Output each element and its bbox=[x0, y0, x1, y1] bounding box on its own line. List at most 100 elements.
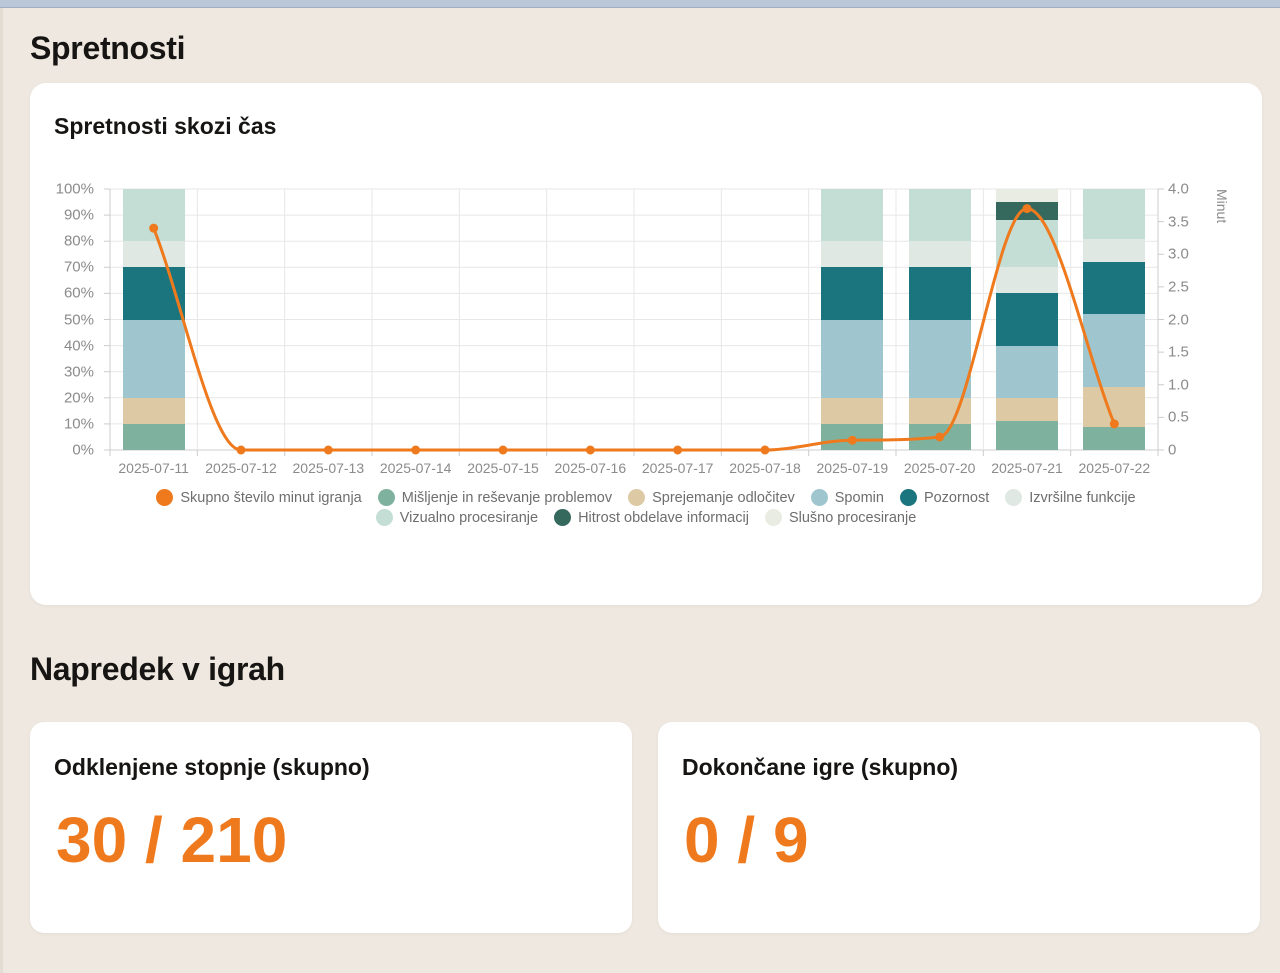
bars-layer bbox=[110, 189, 1158, 450]
y-axis-left-tick: 90% bbox=[63, 206, 94, 224]
y-axis-right-tick: 3.0 bbox=[1168, 245, 1189, 263]
y-axis-left-tick: 0% bbox=[72, 441, 94, 459]
legend-label: Vizualno procesiranje bbox=[399, 509, 539, 526]
bar-segment bbox=[996, 397, 1058, 422]
bar-segment bbox=[122, 319, 185, 398]
y-axis-left-tick: 40% bbox=[63, 337, 94, 355]
y-axis-left-tick: 20% bbox=[63, 389, 94, 407]
legend-swatch-icon bbox=[899, 489, 917, 506]
x-axis-tick: 2025-07-16 bbox=[554, 460, 627, 476]
plot-area[interactable] bbox=[104, 188, 1164, 456]
y-axis-left-tick: 30% bbox=[63, 363, 94, 381]
x-axis-tick: 2025-07-20 bbox=[903, 460, 976, 476]
legend-row: Skupno število minut igranja Mišljenje in… bbox=[156, 489, 1136, 506]
chart-legend: Skupno število minut igranja Mišljenje in… bbox=[30, 489, 1262, 526]
stat-label: Dokončane igre (skupno) bbox=[682, 754, 959, 780]
legend-item: Mišljenje in reševanje problemov bbox=[377, 489, 613, 506]
section-title-games-progress: Napredek v igrah bbox=[30, 651, 285, 687]
stat-label: Odklenjene stopnje (skupno) bbox=[54, 754, 370, 780]
y-axis-right-tick: 2.5 bbox=[1168, 278, 1189, 296]
bar-segment bbox=[1083, 314, 1146, 388]
line-data-point bbox=[411, 445, 421, 455]
legend-item: Skupno število minut igranja bbox=[156, 489, 362, 506]
x-axis-tick: 2025-07-19 bbox=[816, 460, 889, 476]
bar-segment bbox=[821, 397, 884, 424]
legend-label: Sprejemanje odločitev bbox=[652, 489, 795, 506]
bar-segment bbox=[821, 319, 884, 398]
y-axis-left-tick: 10% bbox=[63, 415, 94, 433]
x-axis-tick: 2025-07-13 bbox=[292, 460, 365, 476]
bar-segment bbox=[821, 241, 884, 268]
window-top-strip bbox=[0, 0, 1280, 8]
bar-segment bbox=[1083, 426, 1146, 450]
line-data-point bbox=[323, 445, 333, 455]
line-data-point bbox=[585, 445, 595, 455]
bar-segment bbox=[908, 319, 971, 398]
y-axis-right-minutes: 0 0.5 1.0 1.5 2.0 2.5 3.0 3.5 4.0 bbox=[1168, 181, 1210, 459]
y-axis-right-tick: 1.0 bbox=[1168, 376, 1189, 394]
bar-segment bbox=[1083, 189, 1146, 239]
x-axis-tick: 2025-07-17 bbox=[641, 460, 714, 476]
x-axis-tick: 2025-07-12 bbox=[205, 460, 277, 476]
line-data-point bbox=[498, 445, 508, 455]
legend-row: Vizualno procesiranje Hitrost obdelave in… bbox=[375, 509, 917, 526]
x-axis-tick: 2025-07-15 bbox=[467, 460, 539, 476]
legend-label: Izvršilne funkcije bbox=[1029, 489, 1136, 506]
legend-swatch-icon bbox=[375, 509, 393, 526]
line-data-point bbox=[1022, 204, 1032, 214]
line-data-point bbox=[236, 445, 246, 455]
x-axis-tick: 2025-07-21 bbox=[991, 460, 1063, 476]
legend-item: Vizualno procesiranje bbox=[375, 509, 539, 526]
bar-segment bbox=[908, 241, 971, 268]
y-axis-left-tick: 70% bbox=[63, 258, 94, 276]
legend-swatch-icon bbox=[377, 489, 395, 506]
chart-title: Spretnosti skozi čas bbox=[54, 113, 277, 139]
legend-item: Spomin bbox=[810, 489, 884, 506]
legend-item: Pozornost bbox=[899, 489, 990, 506]
stat-card-completed-games: Dokončane igre (skupno) 0 / 9 bbox=[658, 722, 1260, 933]
bar-segment bbox=[996, 189, 1058, 203]
line-data-point bbox=[1109, 419, 1119, 429]
line-data-point bbox=[935, 432, 945, 442]
legend-label: Skupno število minut igranja bbox=[180, 489, 362, 506]
x-axis-tick: 2025-07-22 bbox=[1078, 460, 1151, 476]
legend-label: Hitrost obdelave informacij bbox=[578, 509, 749, 526]
legend-item: Slušno procesiranje bbox=[764, 509, 917, 526]
line-data-point bbox=[673, 445, 683, 455]
stats-row: Odklenjene stopnje (skupno) 30 / 210 Dok… bbox=[30, 722, 1262, 933]
bar-segment bbox=[996, 267, 1058, 294]
chart-gridlines bbox=[104, 188, 1164, 456]
total-minutes-line bbox=[149, 204, 1119, 455]
x-axis-tick: 2025-07-18 bbox=[729, 460, 801, 476]
legend-item: Sprejemanje odločitev bbox=[628, 489, 795, 506]
legend-label: Spomin bbox=[834, 489, 884, 506]
line-data-point bbox=[847, 435, 857, 445]
bar-segment bbox=[122, 241, 185, 268]
stat-value: 30 / 210 bbox=[56, 804, 288, 876]
y-axis-left-tick: 60% bbox=[63, 284, 94, 302]
legend-swatch-icon bbox=[1005, 489, 1023, 506]
bar-segment bbox=[996, 421, 1058, 450]
legend-swatch-icon bbox=[810, 489, 828, 506]
bar-segment bbox=[908, 267, 971, 320]
page: Spretnosti Spretnosti skozi čas 0% 10% 20%… bbox=[0, 30, 1280, 933]
bar-segment bbox=[821, 267, 884, 320]
page-title: Spretnosti bbox=[30, 30, 186, 66]
window-left-edge bbox=[0, 8, 3, 973]
legend-item: Izvršilne funkcije bbox=[1005, 489, 1136, 506]
y-axis-left-tick: 50% bbox=[63, 311, 94, 328]
bar-segment bbox=[1083, 238, 1146, 263]
y-axis-left-tick: 80% bbox=[63, 232, 94, 250]
y-axis-left-percent: 0% 10% 20% 30% 40% 50% 60% 70% 80% 90% 100% bbox=[30, 181, 102, 459]
legend-label: Mišljenje in reševanje problemov bbox=[401, 489, 613, 506]
y-axis-right-title: Minut bbox=[1214, 189, 1230, 224]
bar-segment bbox=[122, 423, 185, 450]
legend-swatch-icon bbox=[554, 509, 572, 526]
y-axis-right-tick: 0 bbox=[1168, 441, 1177, 459]
line-data-point bbox=[760, 445, 770, 455]
legend-swatch-icon bbox=[764, 509, 782, 526]
legend-label: Pozornost bbox=[923, 489, 990, 506]
bar-segment bbox=[996, 345, 1058, 398]
bar-segment bbox=[908, 189, 971, 242]
legend-label: Slušno procesiranje bbox=[788, 509, 917, 526]
